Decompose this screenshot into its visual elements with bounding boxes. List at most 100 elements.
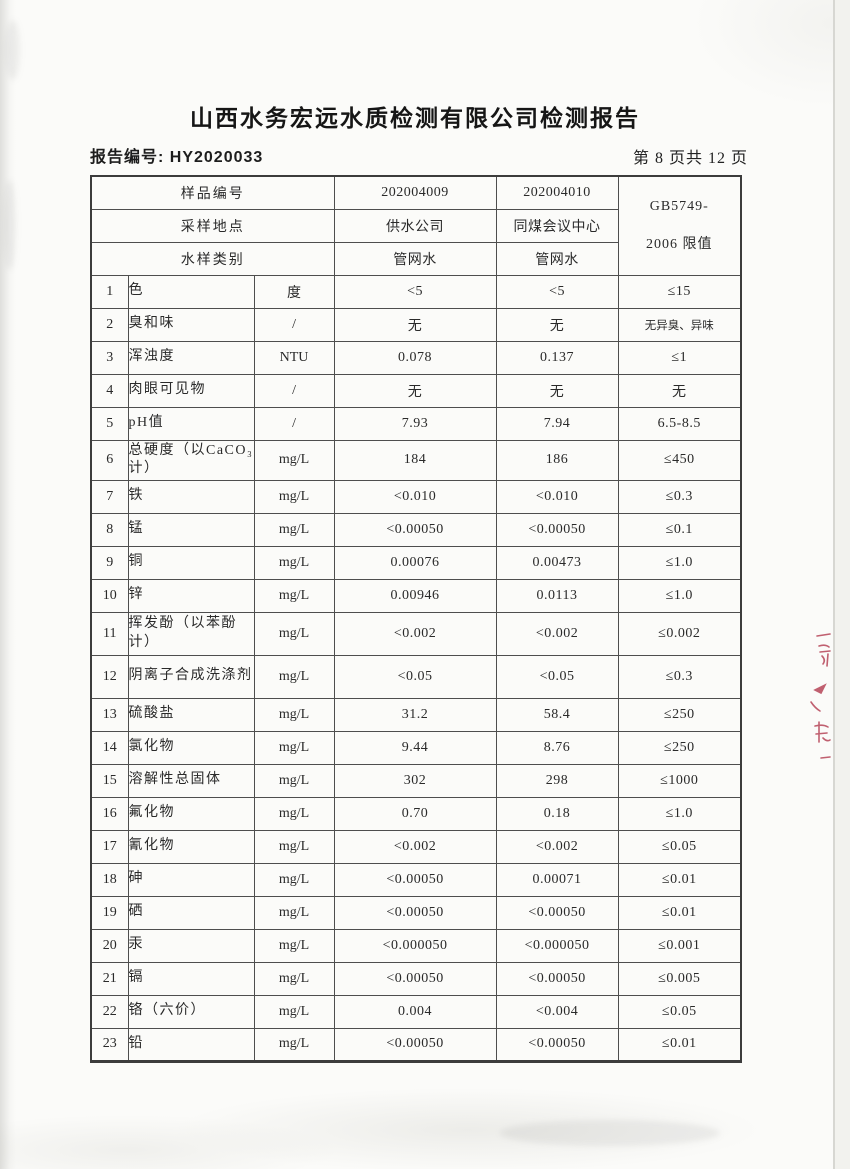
unit-cell: 度 xyxy=(253,274,335,309)
report-number: 报告编号: HY2020033 xyxy=(90,149,264,166)
unit-cell: mg/L xyxy=(253,961,335,996)
unit-cell: mg/L xyxy=(253,862,335,897)
sample2-value-cell: <0.00050 xyxy=(495,961,619,996)
table-row: 10 锌 mg/L 0.00946 0.0113 ≤1.0 xyxy=(90,578,742,613)
unit-cell: / xyxy=(253,373,335,408)
sample2-value-cell: 8.76 xyxy=(495,730,619,765)
row-index-cell: 10 xyxy=(90,578,129,613)
unit-cell: mg/L xyxy=(253,895,335,930)
unit-cell: mg/L xyxy=(253,545,335,580)
row-index-cell: 1 xyxy=(90,274,129,309)
sample2-value-cell: <0.002 xyxy=(495,611,619,656)
param-name-cell: 锌 xyxy=(127,578,255,613)
param-name-cell: 氯化物 xyxy=(127,730,255,765)
sample1-value-cell: 0.70 xyxy=(333,796,497,831)
page-indicator: 第 8 页共 12 页 xyxy=(632,150,748,167)
limit-value-cell: ≤0.1 xyxy=(617,512,742,547)
param-name-cell: 色 xyxy=(127,274,255,309)
table-row: 4 肉眼可见物 / 无无无 xyxy=(90,373,742,408)
limit-value-cell: ≤1.0 xyxy=(617,578,742,613)
unit-cell: mg/L xyxy=(253,439,335,481)
unit-cell: / xyxy=(253,406,335,441)
table-row: 11 挥发酚（以苯酚计） mg/L <0.002 <0.002 ≤0.002 xyxy=(90,611,742,656)
param-name-cell: 总硬度（以CaCO₃计） xyxy=(127,439,255,481)
unit-cell: mg/L xyxy=(253,829,335,864)
limit-value-cell: ≤1 xyxy=(617,340,742,375)
limit-value-cell: ≤0.3 xyxy=(617,479,742,514)
limit-value-cell: ≤450 xyxy=(617,439,742,481)
param-name-cell: 铁 xyxy=(127,479,255,514)
table-row: 15 溶解性总固体 mg/L 302 298 ≤1000 xyxy=(90,763,742,798)
row-index-cell: 13 xyxy=(90,697,129,732)
sample2-value-cell: 0.18 xyxy=(495,796,619,831)
sample2-value-cell: 0.137 xyxy=(495,340,619,375)
unit-cell: mg/L xyxy=(253,763,335,798)
row-index-cell: 16 xyxy=(90,796,129,831)
row-index-cell: 19 xyxy=(90,895,129,930)
sample1-value-cell: 9.44 xyxy=(333,730,497,765)
table-row: 14 氯化物 mg/L 9.44 8.76 ≤250 xyxy=(90,730,742,765)
limit-value-cell: ≤1.0 xyxy=(617,796,742,831)
table-row: 2 臭和味 / 无无无异臭、异味 xyxy=(90,307,742,342)
sample1-value-cell: 31.2 xyxy=(333,697,497,732)
param-name-cell: 阴离子合成洗涤剂 xyxy=(127,654,255,699)
sample1-value-cell: <0.05 xyxy=(333,654,497,699)
sample2-value-cell: 无 xyxy=(495,373,619,408)
sample1-id: 202004009 xyxy=(333,175,497,210)
limit-value-cell: ≤0.001 xyxy=(617,928,742,963)
row-index-cell: 14 xyxy=(90,730,129,765)
limit-value-cell: 无异臭、异味 xyxy=(617,307,742,342)
limit-value-cell: ≤1000 xyxy=(617,763,742,798)
limit-value-cell: ≤250 xyxy=(617,730,742,765)
limit-standard-cell: GB5749- 2006 限值 xyxy=(617,175,742,276)
sample1-value-cell: <0.002 xyxy=(333,611,497,656)
row-index-cell: 20 xyxy=(90,928,129,963)
table-row: 12 阴离子合成洗涤剂 mg/L <0.05 <0.05 ≤0.3 xyxy=(90,654,742,699)
report-meta-row: 报告编号: HY2020033 第 8 页共 12 页 xyxy=(90,143,748,167)
limit-value-cell: ≤1.0 xyxy=(617,545,742,580)
paper-right-edge-line xyxy=(833,0,835,1169)
param-name-cell: 肉眼可见物 xyxy=(127,373,255,408)
param-name-cell: 氰化物 xyxy=(127,829,255,864)
param-name-cell: 锰 xyxy=(127,512,255,547)
red-seal-fragment xyxy=(810,633,831,759)
table-row: 23 铅 mg/L <0.00050 <0.00050 ≤0.01 xyxy=(90,1027,742,1062)
limit-value-cell: ≤0.05 xyxy=(617,994,742,1029)
sample2-value-cell: <0.000050 xyxy=(495,928,619,963)
sample2-value-cell: <0.004 xyxy=(495,994,619,1029)
sample1-value-cell: <0.010 xyxy=(333,479,497,514)
sample2-value-cell: 无 xyxy=(495,307,619,342)
sample2-value-cell: <5 xyxy=(495,274,619,309)
sample-location-label: 采样地点 xyxy=(90,208,335,243)
table-row: 13 硫酸盐 mg/L 31.2 58.4 ≤250 xyxy=(90,697,742,732)
sample2-value-cell: <0.00050 xyxy=(495,895,619,930)
row-index-cell: 23 xyxy=(90,1027,129,1062)
sample2-value-cell: 0.0113 xyxy=(495,578,619,613)
scan-right-edge-strip xyxy=(835,0,850,1169)
row-index-cell: 21 xyxy=(90,961,129,996)
row-index-cell: 15 xyxy=(90,763,129,798)
sample1-value-cell: <0.00050 xyxy=(333,512,497,547)
sample1-value-cell: <0.00050 xyxy=(333,961,497,996)
param-name-cell: 硫酸盐 xyxy=(127,697,255,732)
unit-cell: mg/L xyxy=(253,512,335,547)
table-row: 7 铁 mg/L <0.010 <0.010 ≤0.3 xyxy=(90,479,742,514)
unit-cell: mg/L xyxy=(253,994,335,1029)
table-row: 6 总硬度（以CaCO₃计） mg/L 184 186 ≤450 xyxy=(90,439,742,481)
sample-type-label: 水样类别 xyxy=(90,241,335,276)
param-name-cell: 砷 xyxy=(127,862,255,897)
sample2-value-cell: 7.94 xyxy=(495,406,619,441)
scan-smudge xyxy=(500,1120,720,1146)
sample1-value-cell: <5 xyxy=(333,274,497,309)
limit-standard-line2: 2006 限值 xyxy=(646,236,713,252)
sample1-value-cell: 0.004 xyxy=(333,994,497,1029)
sample1-value-cell: <0.00050 xyxy=(333,862,497,897)
scan-left-edge-shadow xyxy=(0,0,16,1169)
table-row: 9 铜 mg/L 0.00076 0.00473 ≤1.0 xyxy=(90,545,742,580)
row-index-cell: 12 xyxy=(90,654,129,699)
limit-value-cell: ≤0.01 xyxy=(617,1027,742,1062)
scan-smudge xyxy=(4,180,16,270)
row-index-cell: 9 xyxy=(90,545,129,580)
sample1-value-cell: <0.002 xyxy=(333,829,497,864)
